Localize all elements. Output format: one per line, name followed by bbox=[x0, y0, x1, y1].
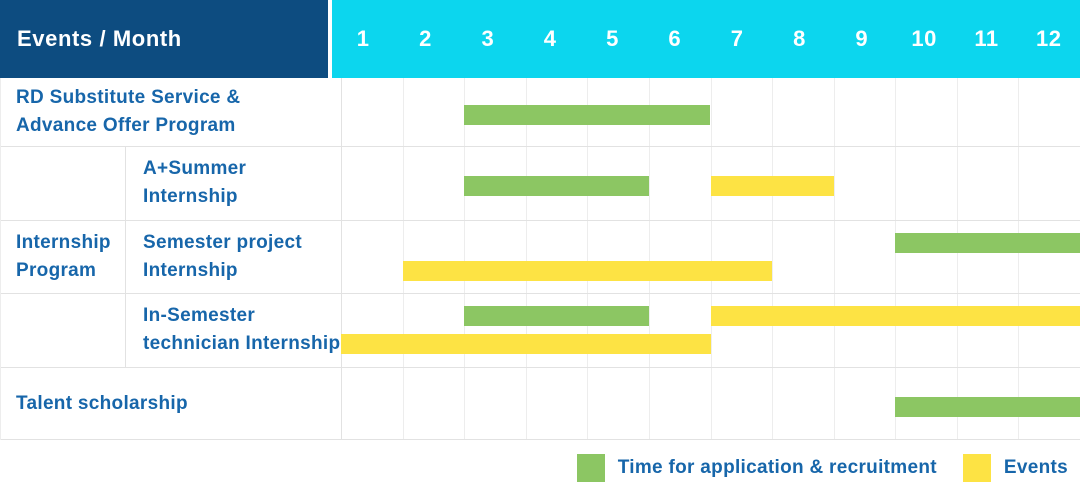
row-label-line: In-Semester bbox=[143, 305, 256, 326]
row-divider bbox=[0, 220, 1080, 221]
row-label-line: Semester project bbox=[143, 231, 302, 253]
table-left-border bbox=[0, 78, 1, 440]
gantt-bar-events bbox=[710, 306, 1080, 326]
gantt-bar-application bbox=[464, 176, 649, 196]
legend: Time for application & recruitment Event… bbox=[576, 454, 1068, 482]
month-gridline bbox=[648, 78, 650, 440]
row-label-a-plus-summer: A+Summer Internship bbox=[125, 146, 341, 220]
month-gridline bbox=[895, 78, 897, 440]
row-label-line: A+Summer bbox=[143, 158, 247, 179]
month-header-cell: 9 bbox=[855, 26, 869, 51]
row-label-talent-scholarship: Talent scholarship bbox=[0, 367, 341, 440]
month-header-cell: 5 bbox=[606, 26, 619, 51]
header-divider-gap bbox=[328, 0, 332, 78]
month-header-cell: 4 bbox=[543, 26, 557, 51]
row-label-line: RD Substitute Service & bbox=[16, 87, 241, 108]
month-gridline bbox=[402, 78, 404, 440]
row-divider bbox=[0, 146, 1080, 147]
row-label-line: Internship bbox=[16, 231, 111, 253]
row-divider bbox=[0, 367, 1080, 368]
month-gridline bbox=[956, 78, 958, 440]
group-label-internship-program: Internship Program bbox=[0, 146, 125, 367]
label-chart-divider bbox=[341, 78, 342, 440]
month-gridline bbox=[772, 78, 774, 440]
month-header-cell: 12 bbox=[1036, 26, 1062, 51]
gantt-bar-events bbox=[402, 261, 773, 281]
legend-swatch-yellow bbox=[962, 454, 991, 482]
gantt-bar-application bbox=[464, 105, 711, 125]
gantt-bar-application bbox=[895, 233, 1080, 253]
month-header-cell: 8 bbox=[793, 26, 806, 51]
legend-label-events: Events bbox=[1003, 457, 1068, 478]
month-header-cell: 7 bbox=[730, 26, 744, 51]
month-header-cell: 10 bbox=[911, 26, 937, 51]
gantt-bar-events bbox=[341, 334, 711, 354]
month-gridline bbox=[525, 78, 527, 440]
legend-swatch-green bbox=[576, 454, 605, 482]
month-gridline bbox=[833, 78, 835, 440]
month-header-cell: 2 bbox=[419, 26, 432, 51]
month-header-cell: 1 bbox=[356, 26, 370, 51]
legend-label-application: Time for application & recruitment bbox=[617, 457, 937, 478]
legend-item-application: Time for application & recruitment bbox=[576, 454, 937, 482]
month-gridline bbox=[710, 78, 712, 440]
row-label-line: Program bbox=[16, 259, 97, 281]
gantt-bar-events bbox=[710, 176, 834, 196]
row-label-line: Advance Offer Program bbox=[16, 115, 236, 136]
row-label-semester-project: Semester project Internship bbox=[125, 220, 341, 293]
row-label-line: Internship bbox=[143, 259, 238, 281]
gantt-header-row: Events / Month 1 2 3 4 5 6 7 8 9 10 11 12 bbox=[0, 0, 1080, 78]
row-label-line: technician Internship bbox=[143, 333, 341, 354]
row-label-in-semester: In-Semester technician Internship bbox=[125, 293, 341, 367]
row-divider bbox=[0, 293, 1080, 294]
month-header-cell: 11 bbox=[974, 26, 999, 51]
row-label-rd-substitute: RD Substitute Service & Advance Offer Pro… bbox=[0, 78, 341, 146]
row-label-line: Talent scholarship bbox=[16, 392, 188, 414]
legend-item-events: Events bbox=[962, 454, 1068, 482]
header-events-month-cell: Events / Month bbox=[0, 0, 328, 78]
gantt-bar-application bbox=[464, 306, 649, 326]
month-gridline bbox=[587, 78, 589, 440]
group-sub-divider bbox=[125, 146, 126, 367]
header-events-month-label: Events / Month bbox=[17, 26, 182, 51]
row-label-line: Internship bbox=[143, 186, 238, 207]
month-gridline bbox=[1018, 78, 1020, 440]
month-header-cell: 3 bbox=[481, 26, 495, 51]
gantt-body: RD Substitute Service & Advance Offer Pro… bbox=[0, 78, 1080, 440]
month-gridline bbox=[464, 78, 466, 440]
table-bottom-border bbox=[0, 439, 1080, 440]
month-header-strip: 1 2 3 4 5 6 7 8 9 10 11 12 bbox=[332, 0, 1080, 78]
month-header-cell: 6 bbox=[668, 26, 682, 51]
gantt-bar-application bbox=[895, 396, 1080, 417]
